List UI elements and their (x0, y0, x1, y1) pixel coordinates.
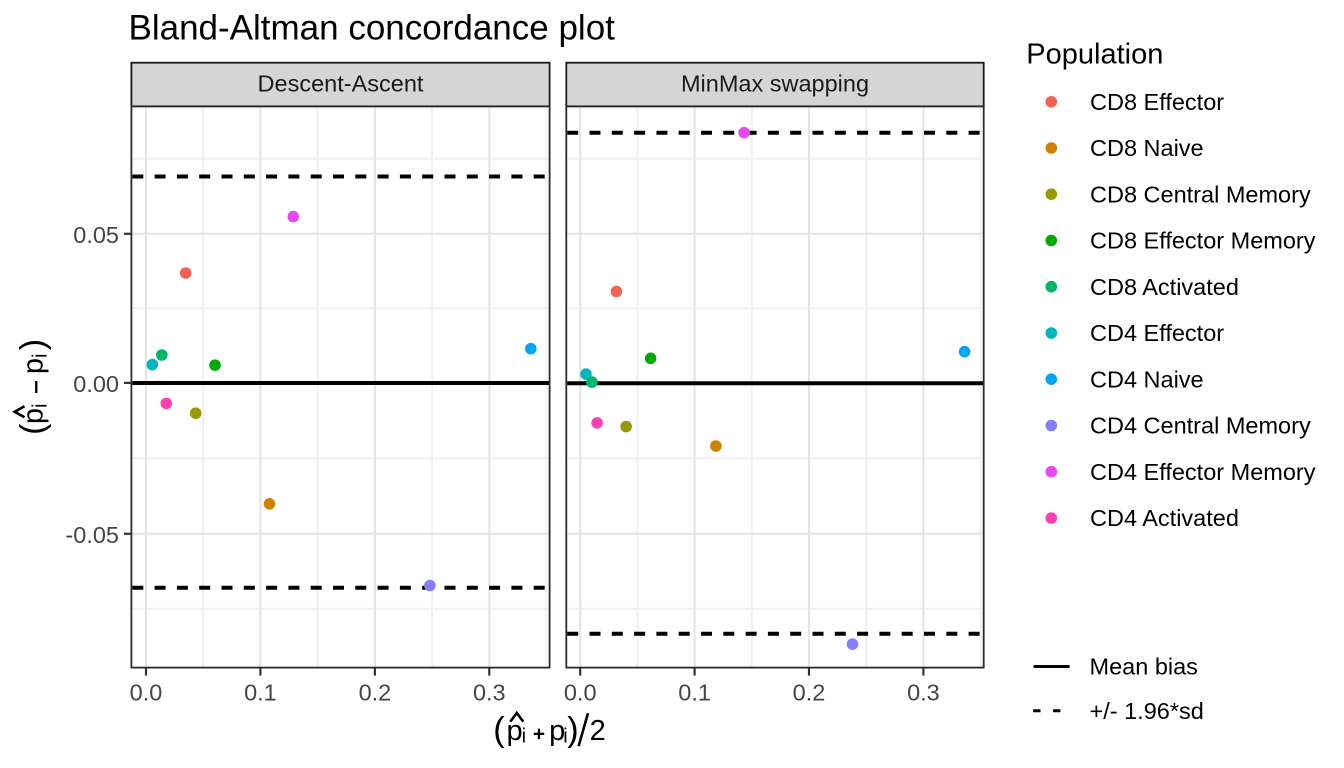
svg-text:-0.05: -0.05 (65, 522, 119, 548)
svg-text:CD4 Activated: CD4 Activated (1090, 505, 1239, 531)
svg-text:p: p (18, 358, 50, 374)
svg-text:Descent-Ascent: Descent-Ascent (258, 71, 424, 97)
svg-text:i: i (522, 726, 526, 748)
svg-text:CD8 Activated: CD8 Activated (1090, 274, 1239, 300)
svg-text:CD8 Effector: CD8 Effector (1090, 89, 1224, 115)
svg-text:(: ( (493, 711, 505, 749)
svg-text:Population: Population (1026, 39, 1163, 71)
svg-text:CD4 Effector Memory: CD4 Effector Memory (1090, 459, 1316, 485)
svg-text:0.0: 0.0 (564, 679, 597, 705)
svg-text:0.1: 0.1 (244, 679, 277, 705)
svg-text:CD8 Naive: CD8 Naive (1090, 135, 1204, 161)
svg-text:Mean bias: Mean bias (1090, 654, 1198, 680)
svg-text:2: 2 (590, 715, 606, 747)
svg-text:Bland-Altman concordance plot: Bland-Altman concordance plot (129, 9, 616, 48)
svg-text:0.2: 0.2 (793, 679, 826, 705)
svg-text:+/- 1.96*sd: +/- 1.96*sd (1090, 698, 1204, 724)
svg-text:0.05: 0.05 (73, 222, 119, 248)
svg-text:i: i (563, 726, 567, 748)
svg-text:0.1: 0.1 (678, 679, 711, 705)
svg-text:0.0: 0.0 (130, 679, 163, 705)
svg-text:CD4 Effector: CD4 Effector (1090, 320, 1224, 346)
svg-text:0.3: 0.3 (473, 679, 506, 705)
svg-text:(: ( (14, 423, 52, 435)
svg-text:MinMax swapping: MinMax swapping (681, 71, 869, 97)
svg-text:): ) (14, 339, 52, 350)
svg-text:p: p (507, 715, 523, 747)
svg-text:p: p (549, 715, 565, 747)
svg-text:CD8 Effector Memory: CD8 Effector Memory (1090, 228, 1316, 254)
svg-text:p: p (18, 408, 50, 424)
svg-text:i: i (30, 354, 52, 358)
svg-text:0.3: 0.3 (907, 679, 940, 705)
svg-text:CD8 Central Memory: CD8 Central Memory (1090, 182, 1311, 208)
svg-text:CD4 Naive: CD4 Naive (1090, 367, 1204, 393)
svg-text:0.2: 0.2 (359, 679, 392, 705)
svg-text:0.00: 0.00 (73, 371, 119, 397)
svg-text:CD4 Central Memory: CD4 Central Memory (1090, 413, 1311, 439)
svg-text:i: i (30, 404, 52, 408)
svg-text:): ) (567, 711, 578, 749)
